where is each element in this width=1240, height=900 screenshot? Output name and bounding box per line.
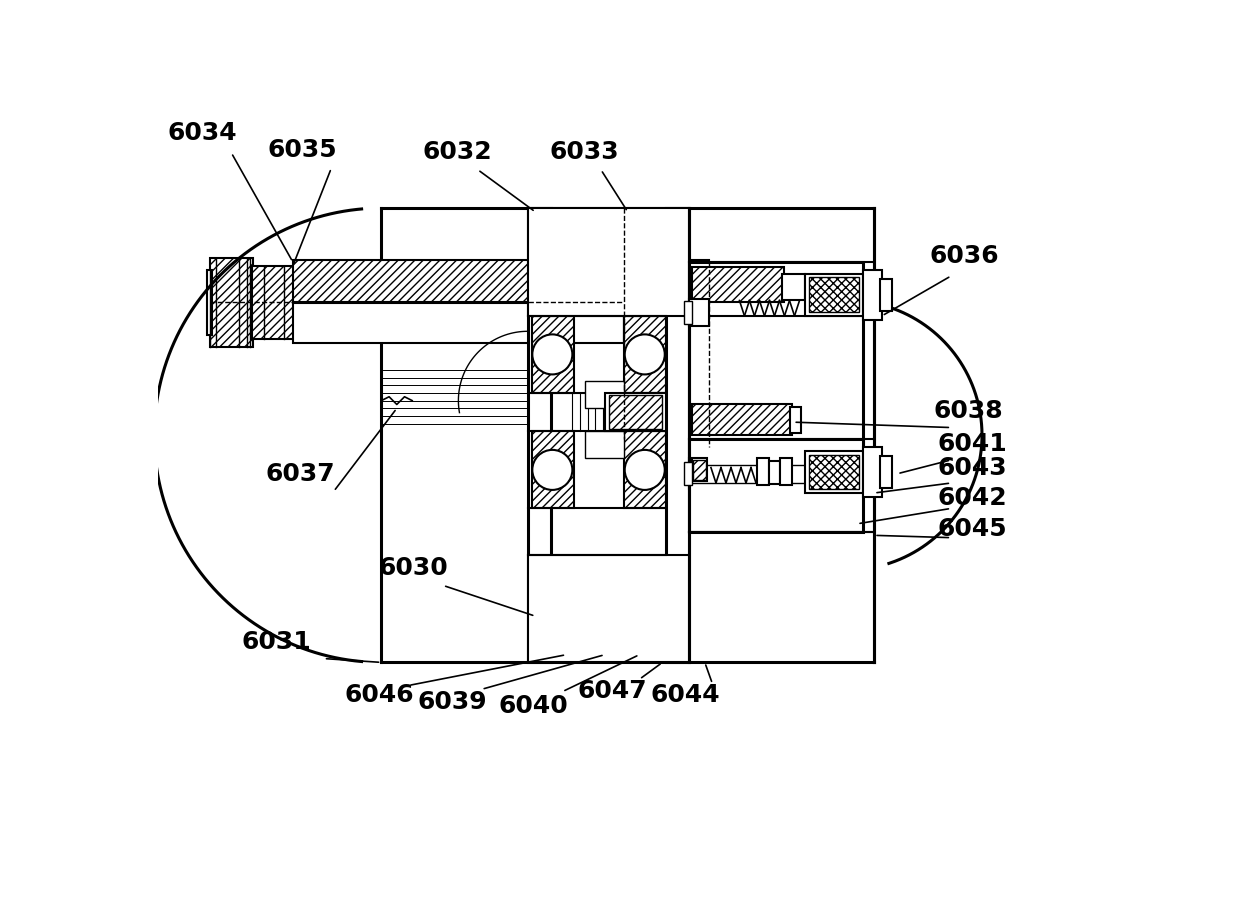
- Bar: [689, 262, 863, 470]
- Bar: [790, 407, 801, 433]
- Bar: [708, 266, 732, 292]
- Text: 6042: 6042: [937, 486, 1007, 510]
- Bar: [692, 267, 784, 302]
- Bar: [624, 302, 708, 343]
- Circle shape: [625, 450, 665, 490]
- Circle shape: [625, 335, 665, 374]
- Text: 6044: 6044: [651, 683, 720, 706]
- Bar: [808, 454, 859, 490]
- Bar: [805, 274, 863, 316]
- Text: 6036: 6036: [930, 244, 999, 268]
- Bar: [293, 302, 624, 343]
- Bar: [532, 431, 574, 508]
- Bar: [684, 463, 692, 485]
- Bar: [708, 292, 732, 316]
- Bar: [684, 301, 692, 324]
- Bar: [293, 260, 624, 302]
- Bar: [624, 431, 666, 508]
- Bar: [207, 270, 212, 335]
- Text: 6046: 6046: [345, 683, 414, 706]
- Text: 6047: 6047: [578, 679, 647, 703]
- Bar: [689, 299, 708, 326]
- Bar: [808, 277, 859, 312]
- Bar: [624, 260, 708, 302]
- Bar: [805, 451, 863, 493]
- Text: 6033: 6033: [549, 140, 619, 164]
- Bar: [689, 439, 863, 532]
- Bar: [532, 212, 686, 312]
- Text: 6031: 6031: [241, 630, 311, 653]
- Text: 6035: 6035: [268, 139, 337, 162]
- Bar: [692, 404, 792, 436]
- Text: 6041: 6041: [937, 433, 1007, 456]
- Bar: [880, 279, 892, 311]
- Text: 6039: 6039: [418, 690, 487, 715]
- Bar: [863, 270, 882, 320]
- Text: 6043: 6043: [937, 455, 1007, 480]
- Bar: [692, 458, 707, 482]
- Bar: [863, 446, 882, 497]
- Bar: [532, 316, 574, 393]
- Bar: [769, 461, 780, 484]
- Circle shape: [532, 335, 573, 374]
- Text: 6034: 6034: [167, 121, 237, 145]
- Bar: [528, 208, 551, 662]
- Bar: [528, 208, 689, 316]
- Text: 6038: 6038: [934, 399, 1003, 423]
- Circle shape: [532, 450, 573, 490]
- Bar: [532, 558, 686, 659]
- Bar: [624, 316, 666, 393]
- Bar: [780, 458, 792, 485]
- Bar: [252, 266, 294, 339]
- Bar: [585, 431, 624, 458]
- Bar: [781, 274, 805, 301]
- Bar: [609, 395, 662, 429]
- Bar: [585, 382, 624, 409]
- Text: 6040: 6040: [498, 694, 568, 718]
- Bar: [666, 208, 689, 662]
- Bar: [528, 554, 689, 662]
- Bar: [693, 460, 706, 480]
- Text: 6032: 6032: [422, 140, 492, 164]
- Text: 6045: 6045: [937, 518, 1007, 541]
- Bar: [211, 258, 253, 346]
- Bar: [605, 393, 666, 431]
- Bar: [880, 456, 892, 489]
- Bar: [758, 458, 769, 485]
- Text: 6037: 6037: [265, 462, 335, 486]
- Text: 6030: 6030: [379, 556, 449, 581]
